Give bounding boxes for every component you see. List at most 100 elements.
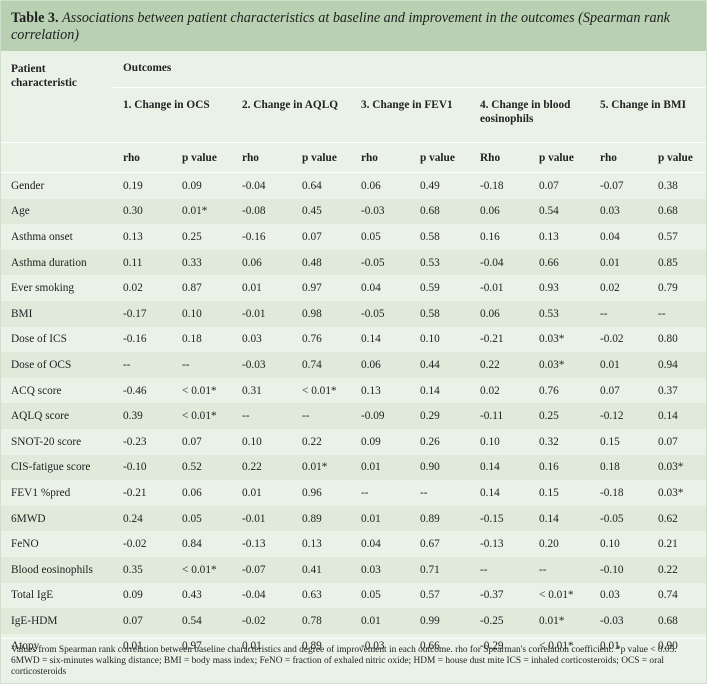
table-body: Gender 0.19 0.09 -0.04 0.64 0.06 0.49 -0.18 0.07… [1,173,707,660]
p-value-cell: 0.13 [302,538,322,551]
rho-cell: 0.14 [361,333,381,346]
p-value-cell: < 0.01* [302,384,337,397]
rho-cell: -0.08 [232,198,292,225]
p-value-cell: 0.01* [529,608,590,634]
outcome-header: 2. Change in AQLQ [232,87,351,143]
rho-cell: 0.19 [123,179,143,192]
table-row: IgE-HDM 0.07 0.54 -0.02 0.78 0.01 0.99 -0.25 0.0… [1,608,707,634]
table-row: Dose of OCS -- -- -0.03 0.74 0.06 0.44 0.22 0.03… [1,352,707,378]
rho-cell: -0.01 [480,282,504,295]
rho-cell: -0.18 [480,179,504,192]
p-value-cell: 0.89 [410,505,470,532]
p-value-cell: -- [648,300,707,327]
p-value-cell: 0.76 [539,384,559,397]
rho-cell: 0.03 [590,198,648,225]
p-value-cell: 0.44 [410,352,470,378]
p-value-cell: 0.79 [658,282,678,295]
p-value-header: p value [410,142,470,173]
outcome-header: 3. Change in FEV1 [351,87,470,143]
p-value-cell: 0.07 [302,230,322,243]
p-value-cell: 0.07 [658,435,678,448]
p-value-cell: 0.62 [648,505,707,532]
rho-cell: 0.22 [232,454,292,481]
rho-cell: 0.04 [361,282,381,295]
rho-cell: 0.39 [113,403,172,429]
rho-cell: -0.02 [123,538,147,551]
p-value-cell: 0.15 [539,486,559,499]
rho-cell: 0.03 [242,333,262,346]
rho-cell: 0.11 [113,249,172,276]
p-value-cell: 0.48 [292,249,351,276]
rho-cell: -0.10 [113,454,172,481]
rho-cell: -0.46 [123,384,147,397]
p-value-cell: 0.01* [292,454,351,481]
rho-cell: 0.01 [590,249,648,276]
p-value-cell: < 0.01* [539,640,574,653]
p-value-cell: 0.43 [182,589,202,602]
p-value-cell: 0.99 [410,608,470,634]
p-value-cell: 0.06 [182,486,202,499]
outcome-header: 4. Change in blood eosinophils [470,87,590,143]
table-row: SNOT-20 score -0.23 0.07 0.10 0.22 0.09 0.26 0.… [1,429,706,455]
table-row: Total IgE 0.09 0.43 -0.04 0.63 0.05 0.57 -0.37 <… [1,583,706,609]
rho-cell: 0.24 [113,505,172,532]
p-value-cell: 0.54 [529,198,590,225]
rho-cell: 0.22 [470,352,529,378]
rho-cell: -0.01 [232,300,292,327]
p-value-cell: < 0.01* [182,384,217,397]
p-value-cell: 0.98 [292,300,351,327]
rho-cell: 0.01 [242,640,262,653]
p-value-cell: 0.58 [410,300,470,327]
table-row: Ever smoking 0.02 0.87 0.01 0.97 0.04 0.59 -0.0… [1,275,706,301]
rho-cell: -0.03 [590,608,648,634]
row-label: FeNO [11,538,39,551]
row-label: Ever smoking [11,282,75,295]
rho-header: rho [232,142,292,173]
p-value-cell: 0.09 [182,179,202,192]
p-value-cell: 0.85 [648,249,707,276]
p-value-cell: 0.96 [302,486,322,499]
rho-cell: 0.06 [470,198,529,225]
rho-cell: -0.11 [470,403,529,429]
rho-cell: -0.05 [351,300,410,327]
rho-cell: -0.16 [242,230,266,243]
rho-cell: 0.03 [600,589,620,602]
p-value-cell: 0.18 [182,333,202,346]
p-value-cell: 0.89 [302,640,322,653]
rho-cell: -0.12 [590,403,648,429]
p-value-cell: 0.25 [529,403,590,429]
rho-header: rho [113,142,172,173]
rho-cell: 0.10 [242,435,262,448]
p-value-cell: 0.10 [172,300,232,327]
rho-cell: 0.18 [590,454,648,481]
rho-cell: 0.01 [351,505,410,532]
p-value-cell: 0.32 [539,435,559,448]
p-value-cell: 0.33 [172,249,232,276]
table-caption: Table 3. Associations between patient ch… [1,1,706,51]
row-label: Dose of OCS [1,352,113,378]
rho-cell: -0.25 [470,608,529,634]
p-value-cell: 0.71 [410,556,470,583]
rho-cell: -0.21 [123,486,147,499]
p-value-cell: 0.49 [420,179,440,192]
row-label: Total IgE [11,589,54,602]
p-value-cell: 0.29 [410,403,470,429]
row-label: 6MWD [1,505,113,532]
table-row: Dose of ICS -0.16 0.18 0.03 0.76 0.14 0.10 -0.2… [1,327,706,353]
rho-cell: 0.03 [351,556,410,583]
rho-cell: -0.15 [470,505,529,532]
rho-cell: 0.04 [361,538,381,551]
p-value-cell: 0.03* [658,486,684,499]
rho-cell: -0.05 [590,505,648,532]
rho-cell: 0.14 [470,454,529,481]
p-value-cell: 0.97 [182,640,202,653]
table-row: CIS-fatigue score -0.10 0.52 0.22 0.01* 0.01 0… [1,454,707,481]
rho-cell: 0.30 [113,198,172,225]
rho-header: rho [590,142,648,173]
p-value-cell: 0.80 [658,333,678,346]
row-label: AQLQ score [1,403,113,429]
rho-cell: -0.01 [232,505,292,532]
rho-cell: -0.17 [113,300,172,327]
p-value-cell: 0.89 [292,505,351,532]
